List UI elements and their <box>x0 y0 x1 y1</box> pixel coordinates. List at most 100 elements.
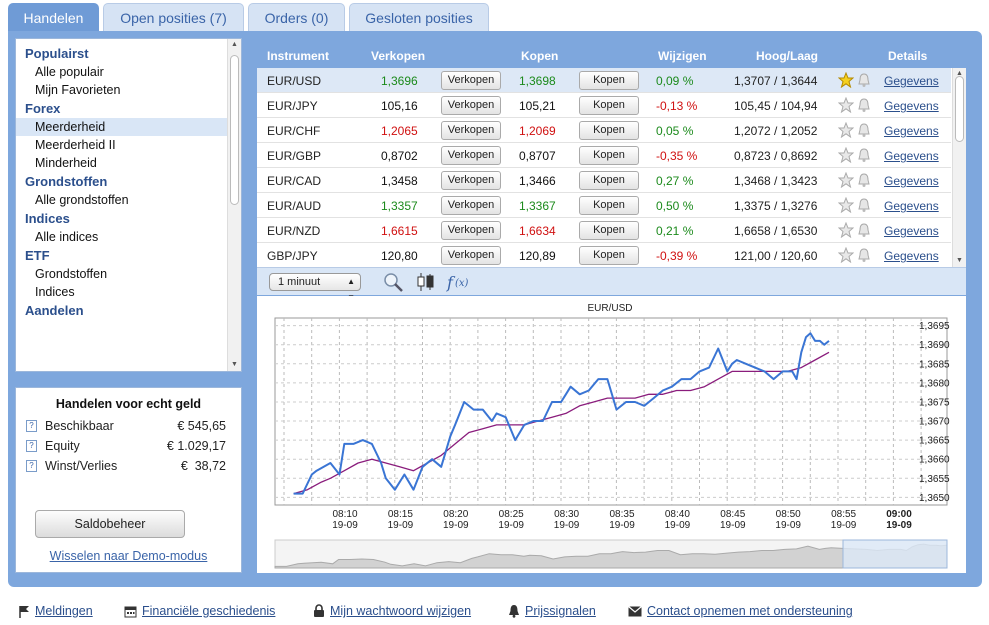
quote-row[interactable]: EUR/NZD 1,6615 Verkopen 1,6634 Kopen 0,21 % 1,… <box>257 218 951 243</box>
bell-icon[interactable] <box>857 172 871 188</box>
buy-button[interactable]: Kopen <box>579 146 639 165</box>
bell-icon[interactable] <box>857 247 871 263</box>
scrollbar-thumb[interactable] <box>955 76 964 142</box>
tab-gesloten-posities[interactable]: Gesloten posities <box>349 3 489 31</box>
details-link[interactable]: Gegevens <box>884 199 939 213</box>
quote-row[interactable]: EUR/CAD 1,3458 Verkopen 1,3466 Kopen 0,27 % 1,… <box>257 168 951 193</box>
buy-button[interactable]: Kopen <box>579 71 639 90</box>
details-link[interactable]: Gegevens <box>884 149 939 163</box>
account-row-beschikbaar: ? Beschikbaar € 545,65 <box>26 417 226 435</box>
quote-row[interactable]: EUR/AUD 1,3357 Verkopen 1,3367 Kopen 0,50 % 1,… <box>257 193 951 218</box>
category-item[interactable]: Minderheid <box>35 156 97 170</box>
star-icon[interactable] <box>837 171 855 189</box>
scrollbar-thumb[interactable] <box>230 55 239 205</box>
scroll-up-icon[interactable]: ▲ <box>231 41 238 48</box>
category-group-title[interactable]: Populairst <box>25 46 89 61</box>
sell-button[interactable]: Verkopen <box>441 96 501 115</box>
quote-row[interactable]: EUR/GBP 0,8702 Verkopen 0,8707 Kopen -0,35 % 0… <box>257 143 951 168</box>
category-item-clipped[interactable] <box>16 320 228 326</box>
sell-price: 1,6615 <box>381 224 418 238</box>
buy-button[interactable]: Kopen <box>579 221 639 240</box>
sell-price: 1,3696 <box>381 74 418 88</box>
help-icon[interactable]: ? <box>26 420 37 432</box>
bell-icon[interactable] <box>857 122 871 138</box>
zoom-icon[interactable] <box>381 271 407 293</box>
star-icon[interactable] <box>837 196 855 214</box>
buy-button[interactable]: Kopen <box>579 96 639 115</box>
buy-button[interactable]: Kopen <box>579 171 639 190</box>
footer-link[interactable]: Meldingen <box>18 602 93 620</box>
bell-icon[interactable] <box>857 147 871 163</box>
footer-link[interactable]: Financiële geschiedenis <box>124 602 275 620</box>
quote-row[interactable]: EUR/USD 1,3696 Verkopen 1,3698 Kopen 0,09 % 1,… <box>257 68 951 93</box>
candlestick-icon[interactable] <box>415 271 437 293</box>
quote-row[interactable]: GBP/JPY 120,80 Verkopen 120,89 Kopen -0,39 % 1… <box>257 243 951 267</box>
footer-link[interactable]: Contact opnemen met ondersteuning <box>628 602 853 620</box>
sell-button[interactable]: Verkopen <box>441 146 501 165</box>
bell-icon[interactable] <box>857 97 871 113</box>
demo-mode-link[interactable]: Wisselen naar Demo-modus <box>49 549 208 563</box>
sell-button[interactable]: Verkopen <box>441 221 501 240</box>
bell-icon[interactable] <box>857 222 871 238</box>
details-link[interactable]: Gegevens <box>884 249 939 263</box>
category-item[interactable]: Alle grondstoffen <box>35 193 129 207</box>
quote-row[interactable]: EUR/CHF 1,2065 Verkopen 1,2069 Kopen 0,05 % 1,… <box>257 118 951 143</box>
x-tick-date: 19-09 <box>498 520 524 531</box>
interval-select[interactable]: 1 minuut ▲▼ <box>269 273 361 302</box>
footer-link[interactable]: Mijn wachtwoord wijzigen <box>313 602 471 620</box>
saldobeheer-button[interactable]: Saldobeheer <box>35 510 185 538</box>
category-item[interactable]: Alle populair <box>35 65 104 79</box>
tab-handelen[interactable]: Handelen <box>8 3 99 31</box>
sell-button[interactable]: Verkopen <box>441 71 501 90</box>
details-link[interactable]: Gegevens <box>884 174 939 188</box>
category-item[interactable]: Alle indices <box>35 230 99 244</box>
category-group-title[interactable]: Indices <box>25 211 70 226</box>
sell-button[interactable]: Verkopen <box>441 196 501 215</box>
star-icon[interactable] <box>837 246 855 264</box>
star-icon[interactable] <box>837 146 855 164</box>
main-tabs: Handelen Open posities (7) Orders (0) Ge… <box>8 3 493 31</box>
buy-button[interactable]: Kopen <box>579 246 639 265</box>
chart-navigator[interactable] <box>274 539 948 569</box>
details-link[interactable]: Gegevens <box>884 224 939 238</box>
category-group-title[interactable]: Aandelen <box>25 303 84 318</box>
tab-open-posities[interactable]: Open posities (7) <box>103 3 244 31</box>
x-tick-time: 08:30 <box>554 509 579 520</box>
help-icon[interactable]: ? <box>26 460 37 472</box>
category-group-title[interactable]: Grondstoffen <box>25 174 108 189</box>
details-link[interactable]: Gegevens <box>884 99 939 113</box>
category-item[interactable]: Indices <box>35 285 75 299</box>
scroll-down-icon[interactable]: ▼ <box>956 257 963 264</box>
star-filled-icon[interactable] <box>837 71 855 89</box>
star-icon[interactable] <box>837 221 855 239</box>
quote-row[interactable]: EUR/JPY 105,16 Verkopen 105,21 Kopen -0,13 % 1… <box>257 93 951 118</box>
star-icon[interactable] <box>837 121 855 139</box>
category-scrollbar[interactable]: ▲ ▼ <box>227 39 241 371</box>
buy-button[interactable]: Kopen <box>579 121 639 140</box>
scroll-up-icon[interactable]: ▲ <box>956 70 963 77</box>
tab-orders[interactable]: Orders (0) <box>248 3 345 31</box>
scroll-down-icon[interactable]: ▼ <box>231 361 238 368</box>
category-item[interactable]: Meerderheid <box>16 118 228 136</box>
category-item[interactable]: Meerderheid II <box>35 138 116 152</box>
footer-link[interactable]: Prijssignalen <box>508 602 596 620</box>
details-link[interactable]: Gegevens <box>884 124 939 138</box>
bell-icon[interactable] <box>857 197 871 213</box>
star-icon[interactable] <box>837 96 855 114</box>
sell-button[interactable]: Verkopen <box>441 171 501 190</box>
category-group-title[interactable]: Forex <box>25 101 61 116</box>
function-icon[interactable]: f (x) <box>445 271 475 293</box>
bell-icon[interactable] <box>857 72 871 88</box>
sell-button[interactable]: Verkopen <box>441 121 501 140</box>
high-low: 1,6658 / 1,6530 <box>734 224 818 238</box>
help-icon[interactable]: ? <box>26 440 37 452</box>
category-item[interactable]: Grondstoffen <box>35 267 108 281</box>
details-link[interactable]: Gegevens <box>884 74 939 88</box>
buy-price: 1,6634 <box>519 224 556 238</box>
category-item[interactable]: Mijn Favorieten <box>35 83 121 97</box>
category-group-title[interactable]: ETF <box>25 248 50 263</box>
sell-button[interactable]: Verkopen <box>441 246 501 265</box>
buy-button[interactable]: Kopen <box>579 196 639 215</box>
quotes-scrollbar[interactable]: ▲ ▼ <box>952 68 966 267</box>
chart-title: EUR/USD <box>587 303 632 314</box>
